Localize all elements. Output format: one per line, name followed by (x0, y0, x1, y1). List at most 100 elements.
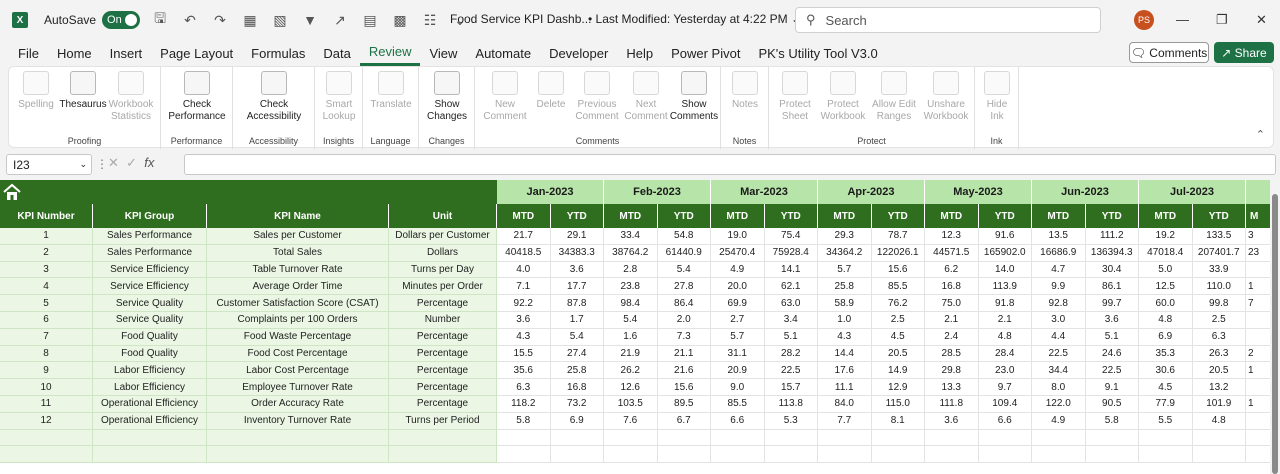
table-cell[interactable]: Food Quality (93, 345, 207, 363)
value-cell[interactable]: 13.3 (925, 379, 979, 396)
value-cell[interactable]: 110.0 (1192, 278, 1246, 296)
cancel-icon[interactable]: ✕ (108, 155, 119, 170)
value-cell[interactable]: 12.3 (925, 228, 979, 245)
value-cell[interactable]: 35.3 (1139, 345, 1193, 363)
table-cell[interactable]: Inventory Turnover Rate (207, 412, 389, 430)
value-cell[interactable] (764, 429, 818, 447)
value-cell[interactable]: 4.5 (1139, 379, 1193, 396)
document-title[interactable]: Food Service KPI Dashb... (450, 12, 592, 26)
value-cell[interactable]: 2.1 (978, 312, 1032, 329)
value-cell[interactable]: 54.8 (657, 228, 711, 245)
value-cell[interactable] (871, 429, 925, 447)
value-cell[interactable]: 2.1 (925, 312, 979, 329)
table-cell[interactable] (0, 429, 93, 447)
value-cell[interactable]: 30.4 (1085, 261, 1139, 279)
value-cell[interactable]: 14.0 (978, 261, 1032, 279)
value-cell[interactable] (1085, 446, 1139, 464)
value-cell[interactable]: 5.4 (604, 312, 658, 329)
value-cell[interactable] (925, 429, 979, 447)
value-cell[interactable]: 13.5 (1032, 228, 1086, 245)
value-cell[interactable]: 4.9 (1032, 412, 1086, 430)
value-cell[interactable]: 21.9 (604, 345, 658, 363)
value-cell[interactable]: 113.8 (764, 396, 818, 413)
value-cell[interactable]: 47018.4 (1139, 244, 1193, 262)
tab-page-layout[interactable]: Page Layout (160, 45, 234, 61)
column-header[interactable]: Unit (389, 204, 497, 228)
value-cell[interactable]: 6.9 (1139, 328, 1193, 346)
restore-icon[interactable]: ❐ (1216, 12, 1228, 27)
table-cell[interactable]: Order Accuracy Rate (207, 396, 389, 413)
table-cell[interactable]: 9 (0, 362, 93, 380)
value-cell[interactable]: 40418.5 (497, 244, 551, 262)
value-cell[interactable] (978, 446, 1032, 464)
value-cell[interactable]: 2.5 (1192, 312, 1246, 329)
value-cell[interactable]: 5.4 (550, 328, 604, 346)
value-cell-partial[interactable] (1246, 412, 1270, 430)
table-cell[interactable]: 2 (0, 244, 93, 262)
table-cell[interactable]: Sales per Customer (207, 228, 389, 245)
share-button[interactable]: ↗ Share (1214, 42, 1274, 63)
value-cell[interactable] (818, 446, 872, 464)
value-cell[interactable]: 4.9 (711, 261, 765, 279)
partial-column-header[interactable]: M (1246, 204, 1270, 228)
value-cell[interactable]: 25470.4 (711, 244, 765, 262)
value-cell[interactable]: 4.4 (1032, 328, 1086, 346)
value-cell[interactable]: 22.5 (1032, 345, 1086, 363)
value-cell[interactable]: 19.2 (1139, 228, 1193, 245)
undo-icon[interactable]: ↶ (184, 11, 196, 28)
thesaurus-button[interactable]: Thesaurus (59, 71, 107, 111)
value-cell[interactable]: 12.6 (604, 379, 658, 396)
value-cell[interactable] (1139, 446, 1193, 464)
value-cell[interactable]: 14.1 (764, 261, 818, 279)
value-cell[interactable]: 4.8 (1192, 412, 1246, 430)
tab-help[interactable]: Help (626, 45, 654, 61)
value-cell[interactable]: 101.9 (1192, 396, 1246, 413)
table-cell[interactable]: Sales Performance (93, 228, 207, 245)
value-cell[interactable]: 21.7 (497, 228, 551, 245)
table-cell[interactable]: Service Quality (93, 312, 207, 329)
table-cell[interactable]: Sales Performance (93, 244, 207, 262)
month-header[interactable]: Apr-2023 (818, 180, 925, 204)
value-cell[interactable]: 5.7 (818, 261, 872, 279)
value-cell[interactable]: 207401.7 (1192, 244, 1246, 262)
value-cell[interactable]: 3.0 (1032, 312, 1086, 329)
table-cell[interactable]: Percentage (389, 345, 497, 363)
table-cell[interactable]: Total Sales (207, 244, 389, 262)
month-header[interactable]: Jan-2023 (497, 180, 604, 204)
table-cell[interactable] (389, 429, 497, 447)
value-cell[interactable]: 136394.3 (1085, 244, 1139, 262)
value-cell[interactable]: 29.8 (925, 362, 979, 380)
value-cell[interactable]: 75928.4 (764, 244, 818, 262)
save-icon[interactable]: 🖫 (154, 10, 167, 26)
value-cell[interactable] (1192, 429, 1246, 447)
search-box[interactable]: ⚲ Search (795, 7, 1101, 33)
table-cell[interactable] (207, 446, 389, 464)
value-cell[interactable]: 85.5 (711, 396, 765, 413)
value-cell[interactable] (978, 429, 1032, 447)
value-cell[interactable]: 20.5 (1192, 362, 1246, 380)
table-cell[interactable]: Percentage (389, 379, 497, 396)
table-cell[interactable]: 7 (0, 328, 93, 346)
value-cell[interactable]: 4.8 (1139, 312, 1193, 329)
value-cell[interactable]: 85.5 (871, 278, 925, 296)
value-cell[interactable] (1139, 429, 1193, 447)
table-cell[interactable]: Food Cost Percentage (207, 345, 389, 363)
value-cell[interactable]: 4.0 (497, 261, 551, 279)
tab-insert[interactable]: Insert (109, 45, 143, 61)
table-cell[interactable]: Percentage (389, 295, 497, 312)
value-cell[interactable]: 38764.2 (604, 244, 658, 262)
value-cell[interactable]: 15.6 (871, 261, 925, 279)
table-cell[interactable]: Turns per Day (389, 261, 497, 279)
tab-view[interactable]: View (429, 45, 458, 61)
value-cell-partial[interactable] (1246, 446, 1270, 464)
value-cell-partial[interactable] (1246, 312, 1270, 329)
value-cell[interactable]: 92.8 (1032, 295, 1086, 312)
value-cell[interactable]: 9.9 (1032, 278, 1086, 296)
scrollbar-thumb[interactable] (1272, 194, 1278, 474)
value-cell[interactable] (871, 446, 925, 464)
value-cell-partial[interactable]: 1 (1246, 362, 1270, 380)
tab-review[interactable]: Review (359, 40, 421, 66)
value-cell[interactable] (497, 446, 551, 464)
worksheet[interactable]: Jan-2023 Feb-2023 Mar-2023 Apr-2023 May-2023… (0, 180, 1270, 474)
value-cell[interactable]: 115.0 (871, 396, 925, 413)
